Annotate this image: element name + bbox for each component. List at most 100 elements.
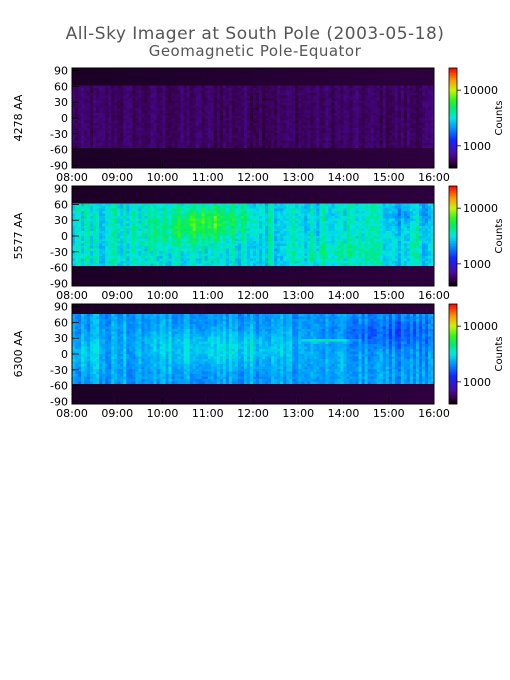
colorbar-cell [449,397,457,400]
colorbar-cell [449,382,457,385]
y-tick-label: 90 [54,65,68,78]
colorbar-cell [449,385,457,388]
colorbar-label: Counts [494,337,505,372]
colorbar-cell [449,119,457,122]
colorbar-cell [449,236,457,239]
x-tick-label: 10:00 [147,171,179,184]
colorbar-cell [449,159,457,162]
colorbar-cell [449,144,457,147]
colorbar-cell [449,201,457,204]
colorbar-frame [448,185,458,287]
colorbar-cell [449,345,457,348]
colorbar-cell [449,163,457,166]
colorbar-cell [449,252,457,255]
colorbar-cell [449,73,457,76]
y-tick-label: 0 [61,348,68,361]
colorbar-cell [449,192,457,195]
y-tick-label: -90 [50,159,68,172]
colorbar-cell [449,332,457,335]
x-tick-label: 12:00 [237,289,269,302]
colorbar-cell [449,390,457,393]
colorbar-cell [449,234,457,237]
colorbar-cell [449,354,457,357]
colorbar-cell [449,206,457,209]
colorbar-cell [449,244,457,247]
colorbar-cell [449,241,457,244]
colorbar-cell [449,307,457,310]
colorbar-cell [449,372,457,375]
colorbar-cell [449,121,457,124]
x-tick-label: 13:00 [282,289,314,302]
colorbar-cell [449,129,457,132]
colorbar-cell [449,365,457,368]
panel-2: 90 60 30 0 -30 -60 -90 5577 AA 08:00 09:00 10:00 11… [12,183,505,302]
colorbar-cell [449,194,457,197]
colorbar-cell [449,310,457,313]
colorbar-cell [449,395,457,398]
colorbar-cell [449,350,457,353]
colorbar-cell [449,364,457,367]
y-axis-label: 6300 AA [12,330,25,377]
colorbar-cell [449,304,457,307]
x-tick-label: 14:00 [328,407,360,420]
x-tick-label: 15:00 [373,289,405,302]
colorbar-tick-label: 1000 [463,140,491,153]
colorbar-cell [449,357,457,360]
colorbar-cell [449,387,457,390]
colorbar-cell [449,222,457,225]
colorbar-cell [449,314,457,317]
colorbar-cell [449,187,457,190]
colorbar-cell [449,151,457,154]
colorbar-cell [449,281,457,284]
x-tick-label: 08:00 [56,407,88,420]
x-tick-label: 14:00 [328,171,360,184]
colorbar-cell [449,76,457,79]
y-tick-label: -60 [50,380,68,393]
colorbar-cell [449,379,457,382]
colorbar-cell [449,209,457,212]
colorbar-cell [449,108,457,111]
colorbar-cell [449,309,457,312]
colorbar-cell [449,114,457,117]
x-tick-label: 09:00 [101,171,133,184]
colorbar-cell [449,347,457,350]
x-tick-label: 10:00 [147,407,179,420]
colorbar-cell [449,329,457,332]
colorbar-cell [449,327,457,330]
colorbar-cell [449,402,457,405]
colorbar-cell [449,377,457,380]
colorbar-cell [449,344,457,347]
colorbar-cell [449,261,457,264]
colorbar-cell [449,109,457,112]
x-tick-label: 11:00 [192,171,224,184]
colorbar-cell [449,141,457,144]
colorbar-cell [449,279,457,282]
colorbar-cell [449,312,457,315]
colorbar-cell [449,199,457,202]
colorbar-cell [449,284,457,287]
colorbar-cell [449,166,457,169]
colorbar-cell [449,325,457,328]
colorbar-cell [449,196,457,199]
colorbar-cell [449,149,457,152]
colorbar-cell [449,374,457,377]
y-tick-label: 60 [54,198,68,211]
x-tick-label: 14:00 [328,289,360,302]
colorbar-cell [449,274,457,277]
colorbar-cell [449,392,457,395]
colorbar-cell [449,186,457,189]
colorbar-cell [449,367,457,370]
colorbar-cell [449,224,457,227]
colorbar-cell [449,359,457,362]
colorbar-cell [449,103,457,106]
colorbar-cell [449,124,457,127]
colorbar-cell [449,204,457,207]
colorbar-cell [449,360,457,363]
colorbar-cell [449,384,457,387]
colorbar-cell [449,399,457,402]
colorbar-cell [449,212,457,215]
colorbar-cell [449,216,457,219]
y-tick-label: -30 [50,128,68,141]
heatmap-image [72,186,435,287]
